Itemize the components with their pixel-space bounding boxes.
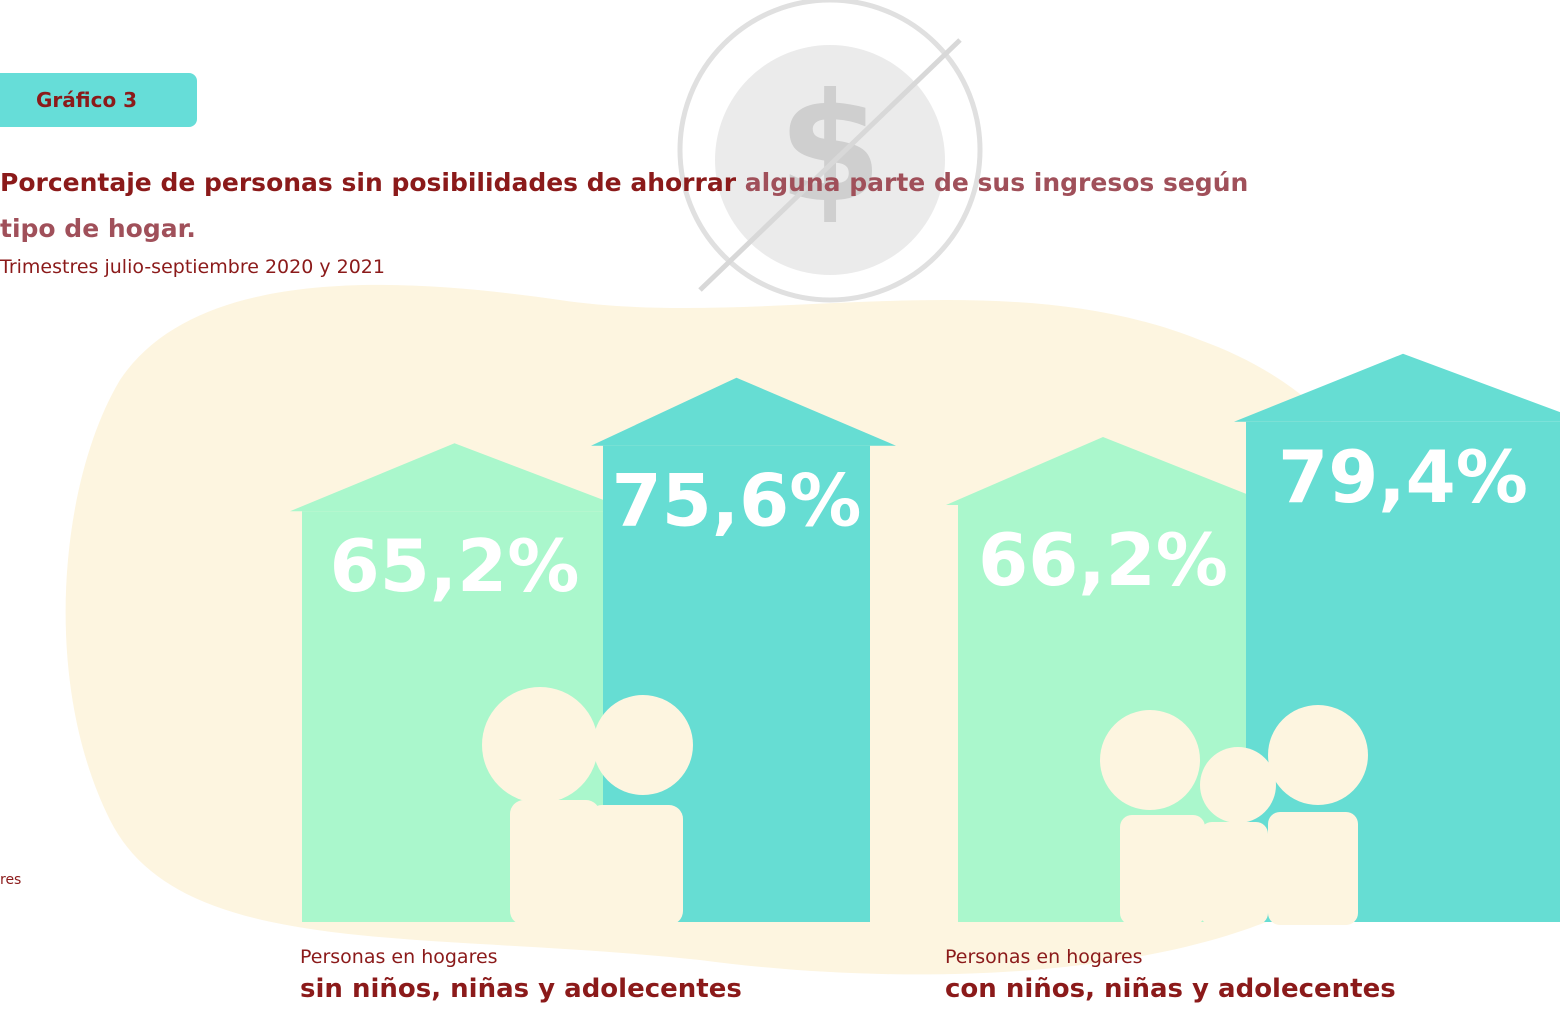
category: Personas en hogares con niños, niñas y ad…: [945, 946, 1396, 1004]
person-body: [1120, 815, 1205, 925]
person-body: [1268, 812, 1358, 925]
person-head: [1200, 747, 1276, 823]
person-body: [1200, 822, 1268, 925]
category: Personas en hogares sin niños, niñas y ad…: [300, 946, 742, 1004]
person-head: [593, 695, 693, 795]
chart-title: Porcentaje de personas sin posibilidades…: [0, 160, 1270, 252]
title-bold: Porcentaje de personas sin posibilidades…: [0, 168, 736, 197]
person-head: [482, 687, 598, 803]
category-prefix: Personas en hogares: [300, 946, 742, 968]
subtitle: Trimestres julio-septiembre 2020 y 2021: [0, 256, 385, 278]
person-head: [1100, 710, 1200, 810]
person-body: [510, 800, 600, 925]
category-label: con niños, niñas y adolecentes: [945, 974, 1396, 1004]
value-label: 75,6%: [612, 459, 862, 543]
legend-fragment: res: [0, 872, 21, 888]
category-label: sin niños, niñas y adolecentes: [300, 974, 742, 1004]
value-label: 66,2%: [978, 518, 1228, 602]
page: $ 65,2%75,6%66,2%79,4% Gráfico 3 Porcent…: [0, 0, 1560, 1011]
badge: Gráfico 3: [0, 73, 197, 127]
value-label: 65,2%: [330, 524, 580, 608]
category-prefix: Personas en hogares: [945, 946, 1396, 968]
person-body: [588, 805, 683, 925]
value-label: 79,4%: [1278, 435, 1528, 519]
chart: $ 65,2%75,6%66,2%79,4%: [0, 0, 1560, 1011]
person-head: [1268, 705, 1368, 805]
